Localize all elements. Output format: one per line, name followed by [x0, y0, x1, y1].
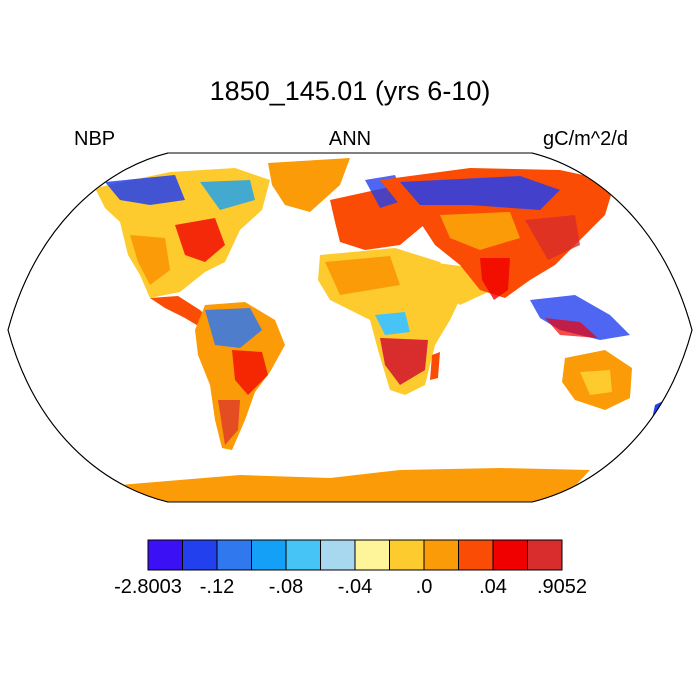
- colorbar-swatch: [389, 539, 425, 571]
- canada-blue-patch: [200, 180, 255, 210]
- colorbar-swatch: [285, 539, 321, 571]
- patagonia-patch: [218, 400, 240, 445]
- central-asia-patch: [440, 212, 520, 250]
- colorbar: [147, 539, 563, 571]
- india-patch: [480, 258, 510, 300]
- units-label: gC/m^2/d: [543, 128, 628, 150]
- amazon-blue-patch: [205, 308, 262, 348]
- antarctica-landmass: [120, 468, 590, 502]
- variable-name: NBP: [74, 128, 116, 150]
- colorbar-swatch: [423, 539, 459, 571]
- china-patch: [525, 215, 580, 260]
- colorbar-swatch: [251, 539, 287, 571]
- colorbar-tick-label: -.04: [337, 576, 373, 598]
- southeast-asia-islands: [530, 295, 630, 340]
- southern-africa-red-patch: [380, 338, 428, 385]
- north-america-west-patch: [130, 235, 170, 285]
- colorbar-swatch: [147, 539, 183, 571]
- colorbar-swatch: [527, 539, 563, 571]
- colorbar-tick-label: .9052: [536, 576, 588, 598]
- indonesia-red: [545, 318, 598, 338]
- map-border: [7, 152, 693, 503]
- colorbar-tick-label: -2.8003: [114, 576, 182, 598]
- map-title: 1850_145.01 (yrs 6-10): [209, 76, 491, 106]
- siberia-blue-patch: [400, 176, 560, 210]
- australia-center-patch: [580, 370, 612, 395]
- sahara-patch: [325, 256, 400, 295]
- colorbar-swatch: [320, 539, 356, 571]
- colorbar-tick-label: .04: [479, 576, 507, 598]
- colorbar-swatch: [458, 539, 494, 571]
- colorbar-tick-label: .0: [415, 576, 433, 598]
- greenland-landmass: [268, 158, 350, 212]
- colorbar-tick-label: -.08: [268, 576, 304, 598]
- colorbar-tick-label: -.12: [199, 576, 235, 598]
- north-america-north-patch: [105, 175, 185, 205]
- madagascar: [430, 352, 440, 380]
- colorbar-swatch: [216, 539, 252, 571]
- south-america-red-patch: [232, 350, 268, 395]
- colorbar-swatch: [492, 539, 528, 571]
- colorbar-swatch: [182, 539, 218, 571]
- north-america-east-patch: [175, 218, 225, 262]
- season-label: ANN: [328, 128, 372, 150]
- congo-blue-patch: [375, 312, 410, 335]
- colorbar-swatch: [354, 539, 390, 571]
